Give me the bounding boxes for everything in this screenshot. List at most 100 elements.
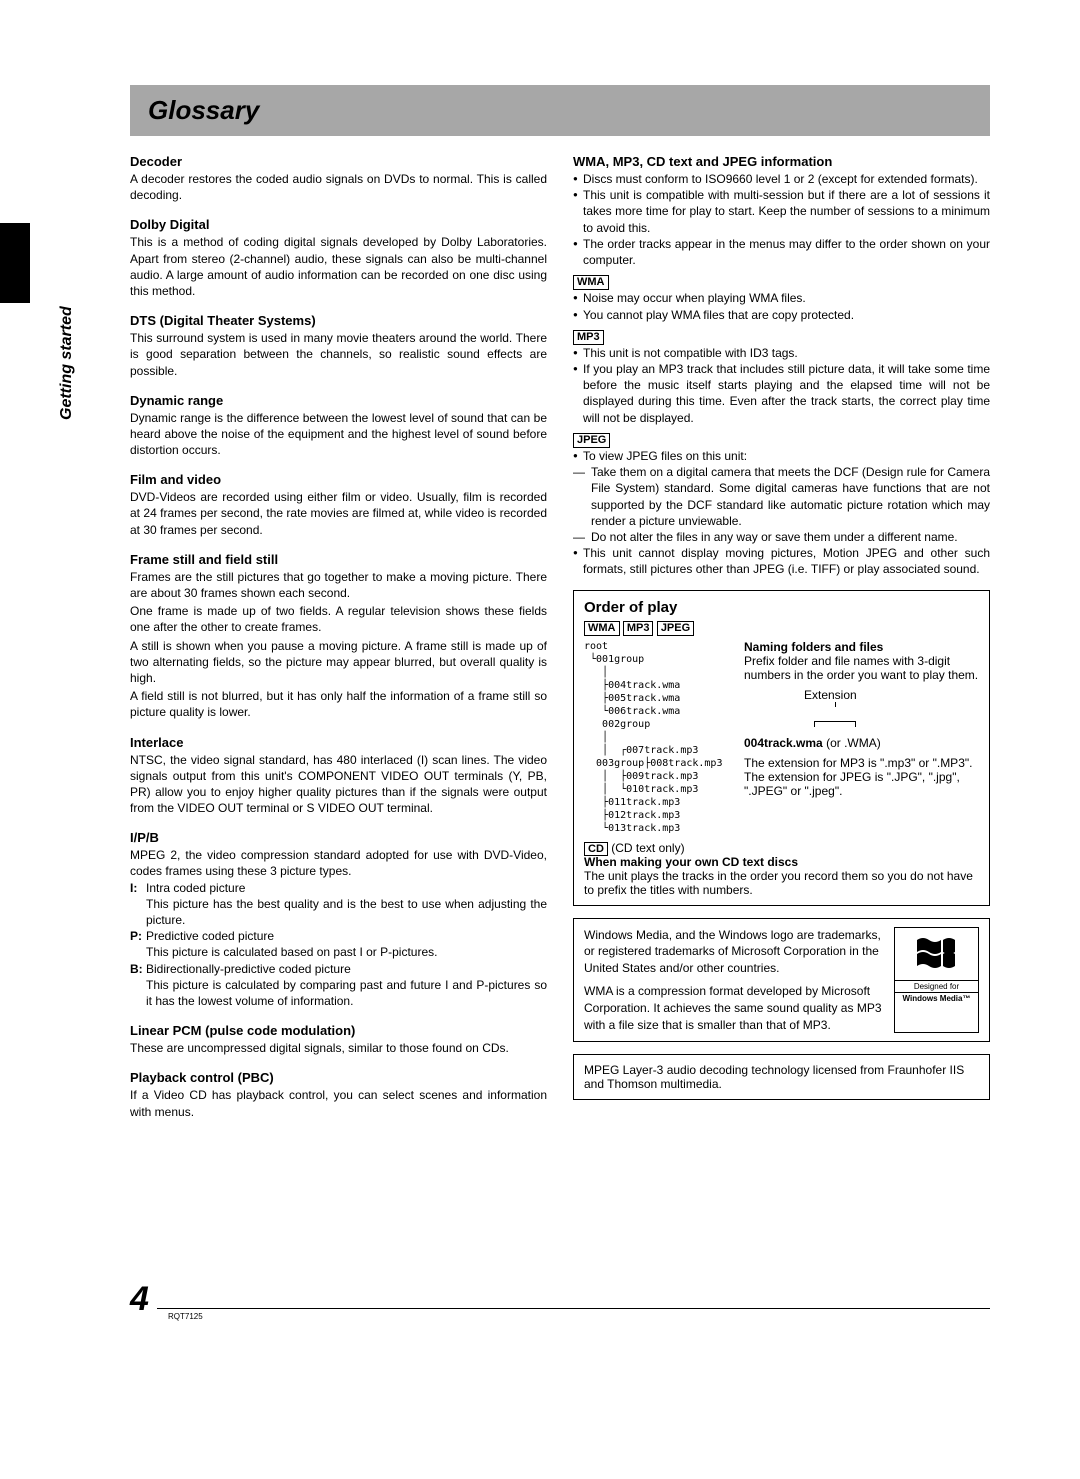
ext-file: 004track.wma (or .WMA) <box>744 736 979 750</box>
jpeg-d2: Do not alter the files in any way or sav… <box>573 529 990 545</box>
ipb-p: P:Predictive coded picture <box>130 928 547 944</box>
body-frame-3: A still is shown when you pause a moving… <box>130 638 547 687</box>
jpeg-b1: To view JPEG files on this unit: <box>573 448 990 464</box>
columns: Decoder A decoder restores the coded aud… <box>130 154 990 1120</box>
term-dolby: Dolby Digital <box>130 217 547 232</box>
wm-p1: Windows Media, and the Windows logo are … <box>584 927 884 977</box>
jpeg-bullets-2: This unit cannot display moving pictures… <box>573 545 990 577</box>
mpeg-box: MPEG Layer-3 audio decoding technology l… <box>573 1054 990 1100</box>
jpeg-d1: Take them on a digital camera that meets… <box>573 464 990 529</box>
footer-rule <box>157 1308 990 1309</box>
wma-bullets: Noise may occur when playing WMA files. … <box>573 290 990 322</box>
ipb-list: I:Intra coded picture This picture has t… <box>130 880 547 1010</box>
mp3-bullets: This unit is not compatible with ID3 tag… <box>573 345 990 426</box>
body-dynamic: Dynamic range is the difference between … <box>130 410 547 459</box>
ipb-i-d: This picture has the best quality and is… <box>130 896 547 928</box>
cd-after: (CD text only) <box>611 841 684 855</box>
naming-col: Naming folders and files Prefix folder a… <box>744 640 979 835</box>
ext-connector <box>835 702 836 707</box>
term-frame: Frame still and field still <box>130 552 547 567</box>
page-number: 4 <box>130 1280 149 1319</box>
ipb-i-k: I: <box>130 880 146 896</box>
ipb-p-k: P: <box>130 928 146 944</box>
ext-orwma: (or .WMA) <box>826 736 881 750</box>
naming-head: Naming folders and files <box>744 640 979 654</box>
mp3-b2: If you play an MP3 track that includes s… <box>573 361 990 426</box>
cd-subbody: The unit plays the tracks in the order y… <box>584 869 979 897</box>
intro-b2: This unit is compatible with multi-sessi… <box>573 187 990 236</box>
wm-media: Windows Media™ <box>895 992 978 1004</box>
body-ipb-intro: MPEG 2, the video compression standard a… <box>130 847 547 879</box>
cd-line: CD (CD text only) <box>584 841 979 855</box>
mp3-b1: This unit is not compatible with ID3 tag… <box>573 345 990 361</box>
ipb-b-v: Bidirectionally-predictive coded picture <box>146 961 547 977</box>
section-tab <box>0 223 30 303</box>
doc-id: RQT7125 <box>168 1312 203 1321</box>
body-interlace: NTSC, the video signal standard, has 480… <box>130 752 547 817</box>
intro-bullets: Discs must conform to ISO9660 level 1 or… <box>573 171 990 268</box>
term-dts: DTS (Digital Theater Systems) <box>130 313 547 328</box>
order-tags: WMA MP3 JPEG <box>584 620 979 636</box>
jpeg-tag: JPEG <box>573 433 610 448</box>
cd-tag: CD <box>584 842 608 856</box>
term-decoder: Decoder <box>130 154 547 169</box>
wm-box: Windows Media, and the Windows logo are … <box>573 918 990 1043</box>
body-frame-2: One frame is made up of two fields. A re… <box>130 603 547 635</box>
tree-area: root └001group │ ├004track.wma ├005track… <box>584 640 979 835</box>
windows-flag-icon <box>895 928 978 980</box>
ext-filename: 004track.wma <box>744 736 823 750</box>
footer: 4 RQT7125 <box>130 1280 990 1319</box>
ipb-i: I:Intra coded picture <box>130 880 547 896</box>
ext-label: Extension <box>744 688 979 702</box>
mp3-tag: MP3 <box>573 330 604 345</box>
title-bar: Glossary <box>130 85 990 136</box>
ipb-i-v: Intra coded picture <box>146 880 547 896</box>
wma-b2: You cannot play WMA files that are copy … <box>573 307 990 323</box>
ipb-b-k: B: <box>130 961 146 977</box>
naming-body: Prefix folder and file names with 3-digi… <box>744 654 979 682</box>
wm-designed: Designed for <box>895 980 978 992</box>
tree-diagram: root └001group │ ├004track.wma ├005track… <box>584 640 734 835</box>
jpeg-b2: This unit cannot display moving pictures… <box>573 545 990 577</box>
order-tag-wma: WMA <box>584 621 620 636</box>
ipb-p-d: This picture is calculated based on past… <box>130 944 547 960</box>
term-interlace: Interlace <box>130 735 547 750</box>
wm-text: Windows Media, and the Windows logo are … <box>584 927 884 1034</box>
wm-logo: Designed for Windows Media™ <box>894 927 979 1034</box>
body-dolby: This is a method of coding digital signa… <box>130 234 547 299</box>
wm-p2: WMA is a compression format developed by… <box>584 983 884 1033</box>
ipb-b: B:Bidirectionally-predictive coded pictu… <box>130 961 547 977</box>
page: Glossary Decoder A decoder restores the … <box>0 0 1080 1359</box>
body-frame-1: Frames are the still pictures that go to… <box>130 569 547 601</box>
page-title: Glossary <box>148 95 990 126</box>
wma-b1: Noise may occur when playing WMA files. <box>573 290 990 306</box>
mp3-tagline: MP3 <box>573 327 990 345</box>
term-lpcm: Linear PCM (pulse code modulation) <box>130 1023 547 1038</box>
body-dts: This surround system is used in many mov… <box>130 330 547 379</box>
intro-b1: Discs must conform to ISO9660 level 1 or… <box>573 171 990 187</box>
ipb-b-d: This picture is calculated by comparing … <box>130 977 547 1009</box>
wma-tagline: WMA <box>573 272 990 290</box>
term-dynamic: Dynamic range <box>130 393 547 408</box>
jpeg-bullets: To view JPEG files on this unit: <box>573 448 990 464</box>
jpeg-dashes: Take them on a digital camera that meets… <box>573 464 990 545</box>
body-lpcm: These are uncompressed digital signals, … <box>130 1040 547 1056</box>
term-wma-info: WMA, MP3, CD text and JPEG information <box>573 154 990 169</box>
wma-tag: WMA <box>573 275 609 290</box>
body-pbc: If a Video CD has playback control, you … <box>130 1087 547 1119</box>
order-title: Order of play <box>584 599 979 616</box>
ext-bracket <box>814 721 856 727</box>
side-label: Getting started <box>58 306 76 420</box>
order-tag-mp3: MP3 <box>623 621 654 636</box>
body-decoder: A decoder restores the coded audio signa… <box>130 171 547 203</box>
intro-b3: The order tracks appear in the menus may… <box>573 236 990 268</box>
order-box: Order of play WMA MP3 JPEG root └001grou… <box>573 590 990 906</box>
term-film: Film and video <box>130 472 547 487</box>
left-column: Decoder A decoder restores the coded aud… <box>130 154 547 1120</box>
right-column: WMA, MP3, CD text and JPEG information D… <box>573 154 990 1120</box>
term-ipb: I/P/B <box>130 830 547 845</box>
order-tag-jpeg: JPEG <box>657 621 694 636</box>
body-frame-4: A field still is not blurred, but it has… <box>130 688 547 720</box>
jpeg-tagline: JPEG <box>573 430 990 448</box>
body-film: DVD-Videos are recorded using either fil… <box>130 489 547 538</box>
